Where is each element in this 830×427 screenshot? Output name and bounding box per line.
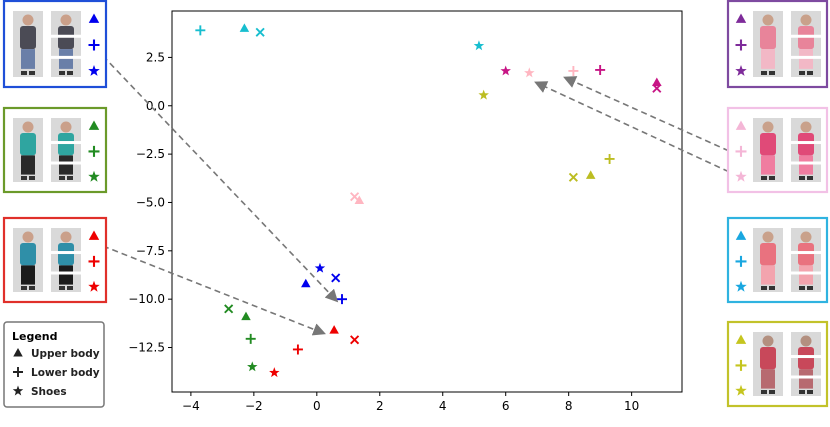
y-tick-label: −2.5 — [136, 147, 165, 161]
person-image — [13, 11, 43, 77]
data-point-star — [478, 89, 489, 100]
person-image — [753, 118, 783, 182]
panel-marker-star — [735, 170, 747, 182]
arrow-blue — [102, 55, 339, 303]
data-point-star — [269, 367, 280, 378]
panel-blue — [2, 0, 108, 89]
person-image — [49, 228, 83, 292]
x-tick-label: 6 — [502, 399, 510, 413]
legend-box: Legend Upper body Lower body Shoes — [3, 321, 105, 408]
panel-marker-triangle — [735, 230, 747, 240]
person-image — [789, 11, 823, 77]
data-point-triangle — [652, 77, 662, 87]
data-point-plus — [292, 344, 303, 355]
data-point-x — [255, 27, 265, 37]
arrows — [102, 55, 739, 336]
panel-marker-star — [88, 280, 100, 292]
x-tick-label: −4 — [182, 399, 200, 413]
data-point-star — [473, 40, 485, 51]
x-tick-label: 10 — [624, 399, 639, 413]
panel-marker-star — [88, 170, 100, 182]
x-tick-label: 0 — [313, 399, 321, 413]
panel-marker-plus — [88, 39, 100, 51]
panel-marker-plus — [88, 145, 100, 157]
panel-marker-star — [735, 280, 747, 292]
y-tick-label: −10.0 — [128, 292, 165, 306]
legend-marker-triangle — [13, 348, 23, 357]
panel-marker-star — [735, 64, 747, 76]
panel-marker-triangle — [88, 120, 100, 130]
arrow-pink-1 — [563, 76, 739, 156]
panel-marker-triangle — [735, 334, 747, 344]
panel-purple — [726, 0, 829, 89]
panel-marker-plus — [735, 255, 747, 267]
person-image — [13, 228, 43, 292]
data-point-x — [652, 83, 662, 93]
data-point-star — [314, 262, 326, 273]
data-point-triangle — [239, 23, 250, 32]
y-tick-label: 2.5 — [146, 50, 165, 64]
y-tick-label: −12.5 — [128, 341, 165, 355]
panel-marker-triangle — [88, 230, 100, 240]
panel-marker-triangle — [88, 13, 100, 23]
x-tick-label: 4 — [439, 399, 447, 413]
data-point-x — [224, 304, 234, 314]
panel-pink — [726, 106, 829, 194]
panel-olive — [726, 320, 829, 408]
legend-title: Legend — [12, 330, 58, 343]
data-point-star — [247, 361, 258, 372]
legend-label: Shoes — [31, 386, 67, 398]
panel-cyan — [726, 216, 829, 304]
person-image — [49, 11, 83, 77]
data-point-plus — [245, 333, 256, 344]
data-point-star — [524, 67, 535, 78]
data-point-plus — [568, 65, 579, 76]
panel-marker-plus — [735, 145, 747, 157]
person-image — [13, 118, 43, 182]
person-image — [753, 11, 783, 77]
data-point-plus — [595, 64, 606, 75]
legend-marker-plus — [13, 367, 23, 377]
data-point-x — [568, 172, 578, 182]
data-point-star — [500, 65, 511, 76]
y-tick-label: −7.5 — [136, 244, 165, 258]
data-point-plus — [195, 25, 206, 36]
legend-label: Upper body — [31, 348, 100, 360]
panel-marker-plus — [735, 359, 747, 371]
data-point-x — [350, 192, 360, 202]
panel-marker-plus — [735, 39, 747, 51]
data-point-triangle — [354, 195, 365, 205]
x-tick-label: 8 — [565, 399, 573, 413]
person-image — [49, 118, 83, 182]
panel-marker-plus — [88, 255, 100, 267]
person-image — [753, 228, 783, 292]
y-tick-label: 0.0 — [146, 99, 165, 113]
y-tick-label: −5.0 — [136, 195, 165, 209]
person-image — [789, 118, 823, 182]
x-tick-label: −2 — [245, 399, 263, 413]
person-image — [789, 228, 823, 292]
legend-label: Lower body — [31, 367, 100, 379]
arrow-pink-2 — [534, 81, 739, 177]
panel-marker-triangle — [735, 120, 747, 130]
plot-area — [171, 10, 683, 393]
data-point-plus — [604, 153, 615, 164]
data-point-triangle — [301, 278, 311, 288]
panel-marker-star — [88, 64, 100, 76]
data-point-plus — [337, 294, 347, 305]
person-image — [789, 332, 823, 396]
data-point-triangle — [585, 170, 596, 179]
legend-marker-star — [12, 385, 24, 396]
x-tick-label: 2 — [376, 399, 384, 413]
data-point-triangle — [329, 325, 339, 334]
panel-marker-triangle — [735, 13, 747, 23]
person-image — [753, 332, 783, 396]
panel-marker-star — [735, 384, 747, 396]
data-point-x — [350, 335, 360, 345]
panel-green — [2, 106, 108, 194]
panel-red — [2, 216, 108, 304]
data-point-triangle — [241, 311, 251, 321]
data-point-x — [331, 273, 341, 283]
